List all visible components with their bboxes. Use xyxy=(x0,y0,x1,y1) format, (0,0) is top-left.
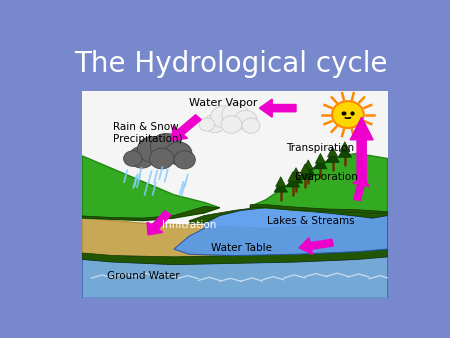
Text: The Hydrological cycle: The Hydrological cycle xyxy=(74,50,387,78)
